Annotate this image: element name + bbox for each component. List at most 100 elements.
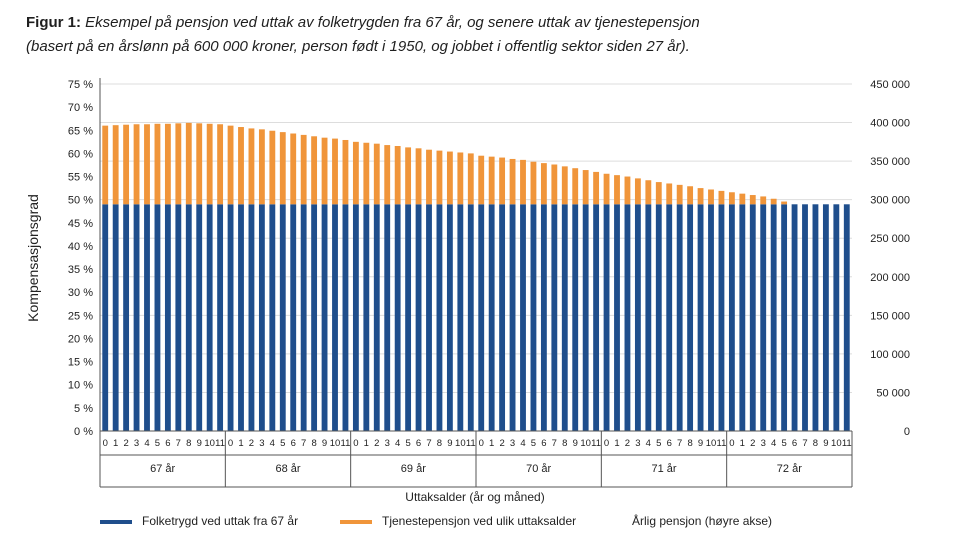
x-month-label: 11: [215, 438, 225, 449]
bar-folketrygd: [321, 204, 328, 431]
bar-tjenestepensjon: [133, 124, 140, 205]
bar-folketrygd: [791, 204, 798, 431]
y-tick-label: 70 %: [68, 102, 93, 114]
x-month-label: 8: [186, 438, 191, 449]
legend-item-tjenestepensjon: Tjenestepensjon ved ulik uttaksalder: [340, 514, 576, 528]
x-month-label: 5: [781, 438, 786, 449]
bar-folketrygd: [822, 204, 829, 431]
y2-tick-label: 50 000: [876, 387, 910, 399]
x-month-label: 0: [479, 438, 484, 449]
y-tick-label: 10 %: [68, 380, 93, 392]
x-month-label: 10: [706, 438, 717, 449]
bar-folketrygd: [561, 204, 568, 431]
bar-folketrygd: [342, 204, 349, 431]
bar-tjenestepensjon: [238, 127, 244, 205]
x-month-label: 9: [322, 438, 327, 449]
bar-tjenestepensjon: [561, 166, 568, 205]
bar-tjenestepensjon: [196, 123, 203, 205]
bar-tjenestepensjon: [551, 164, 558, 205]
x-month-label: 3: [761, 438, 766, 449]
x-month-label: 7: [802, 438, 807, 449]
bar-folketrygd: [290, 204, 297, 431]
y-tick-label: 20 %: [68, 333, 93, 345]
bar-folketrygd: [770, 204, 777, 431]
bar-tjenestepensjon: [634, 178, 641, 205]
bar-tjenestepensjon: [185, 122, 192, 205]
x-month-label: 6: [792, 438, 797, 449]
bar-tjenestepensjon: [363, 142, 370, 205]
x-month-label: 2: [499, 438, 504, 449]
legend-swatch-tjenestepensjon: [340, 519, 372, 524]
bar-tjenestepensjon: [614, 175, 620, 205]
bar-tjenestepensjon: [290, 133, 297, 205]
x-month-label: 3: [635, 438, 640, 449]
x-month-label: 9: [698, 438, 703, 449]
y-tick-label: 0 %: [74, 426, 93, 438]
x-month-label: 9: [197, 438, 202, 449]
bar-tjenestepensjon: [373, 143, 380, 205]
x-month-label: 10: [204, 438, 215, 449]
y-tick-label: 15 %: [68, 357, 93, 369]
x-month-label: 1: [489, 438, 494, 449]
x-month-label: 2: [123, 438, 128, 449]
bar-tjenestepensjon: [217, 124, 224, 205]
x-month-label: 2: [249, 438, 254, 449]
x-month-label: 0: [353, 438, 358, 449]
x-month-label: 6: [416, 438, 421, 449]
bar-folketrygd: [300, 204, 307, 431]
bar-folketrygd: [415, 204, 422, 431]
x-month-label: 11: [842, 438, 852, 449]
x-month-label: 1: [614, 438, 619, 449]
title-line-1: Eksempel på pensjon ved uttak av folketr…: [85, 14, 700, 31]
bar-tjenestepensjon: [457, 152, 464, 205]
y2-tick-label: 200 000: [870, 272, 910, 284]
bar-folketrygd: [394, 204, 401, 431]
bar-tjenestepensjon: [248, 128, 255, 205]
y-tick-label: 30 %: [68, 287, 93, 299]
bar-tjenestepensjon: [467, 153, 474, 205]
x-month-label: 3: [259, 438, 264, 449]
x-month-label: 4: [646, 438, 651, 449]
y-tick-label: 60 %: [68, 148, 93, 160]
y-tick-label: 75 %: [68, 79, 93, 91]
y-axis-right: 0 50 000 100 000 150 000 200 000 250 000 300 0…: [870, 79, 910, 438]
bar-tjenestepensjon: [123, 124, 130, 205]
bar-folketrygd: [457, 204, 464, 431]
bar-folketrygd: [781, 204, 788, 431]
bar-tjenestepensjon: [728, 192, 735, 205]
bar-folketrygd: [279, 204, 286, 431]
x-month-label: 8: [687, 438, 692, 449]
y-tick-label: 40 %: [68, 241, 93, 253]
y2-tick-label: 350 000: [870, 156, 910, 168]
x-month-label: 4: [771, 438, 776, 449]
x-month-label: 6: [165, 438, 170, 449]
bar-tjenestepensjon: [770, 198, 777, 205]
x-month-label: 0: [604, 438, 609, 449]
legend-label-folketrygd: Folketrygd ved uttak fra 67 år: [142, 514, 299, 528]
bar-folketrygd: [269, 204, 276, 431]
bar-folketrygd: [436, 204, 443, 431]
legend-swatch-folketrygd: [100, 519, 132, 524]
bar-tjenestepensjon: [405, 147, 412, 205]
bar-folketrygd: [614, 204, 620, 431]
bar-tjenestepensjon: [332, 138, 338, 205]
bar-folketrygd: [540, 204, 547, 431]
x-month-label: 5: [656, 438, 661, 449]
bar-tjenestepensjon: [206, 123, 213, 205]
x-month-label: 4: [144, 438, 149, 449]
bar-folketrygd: [593, 204, 600, 431]
bar-tjenestepensjon: [279, 132, 286, 205]
bar-folketrygd: [196, 204, 203, 431]
bar-folketrygd: [123, 204, 130, 431]
bar-tjenestepensjon: [352, 141, 359, 205]
bar-folketrygd: [248, 204, 255, 431]
y2-tick-label: 300 000: [870, 195, 910, 207]
bar-folketrygd: [634, 204, 641, 431]
legend-item-arlig-pensjon: Årlig pensjon (høyre akse): [632, 514, 772, 528]
bar-tjenestepensjon: [164, 123, 171, 205]
bar-tjenestepensjon: [384, 145, 391, 205]
bar-folketrygd: [728, 204, 735, 431]
x-month-label: 10: [831, 438, 842, 449]
